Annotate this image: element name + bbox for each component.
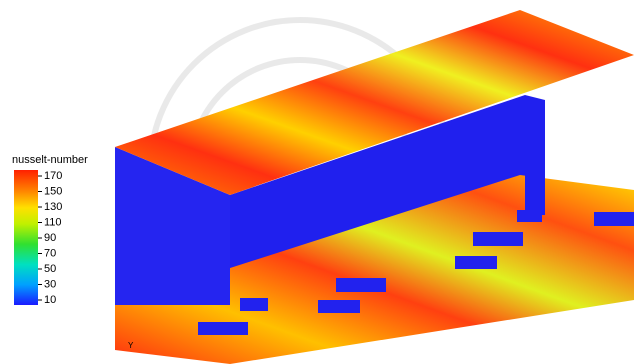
left-wall	[115, 147, 230, 305]
right-wall	[525, 95, 545, 215]
colorbar-tick-label: 170	[44, 170, 62, 182]
colorbar-tick-label: 70	[44, 247, 56, 259]
baffles	[198, 210, 634, 335]
top-plate	[115, 10, 634, 195]
colorbar-tick-label: 130	[44, 201, 62, 213]
colorbar-title: nusselt-number	[12, 154, 88, 166]
colorbar-tick-label: 30	[44, 278, 56, 290]
colorbar-tick-label: 50	[44, 263, 56, 275]
colorbar-tick-label: 90	[44, 232, 56, 244]
colorbar-tick-label: 10	[44, 294, 56, 306]
colorbar-tick-label: 110	[44, 216, 62, 228]
colorbar	[14, 170, 38, 305]
bottom-plate	[115, 175, 634, 364]
axis-label: Y	[128, 341, 134, 350]
colorbar-tick-label: 150	[44, 185, 62, 197]
